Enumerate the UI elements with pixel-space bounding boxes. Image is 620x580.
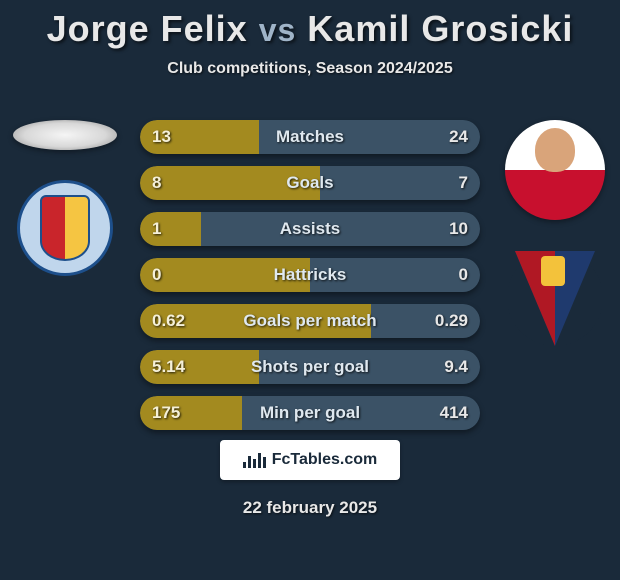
stat-row: 110Assists <box>140 212 480 246</box>
stat-label: Assists <box>140 212 480 246</box>
stat-label: Hattricks <box>140 258 480 292</box>
left-player-column <box>10 120 120 276</box>
stat-label: Goals <box>140 166 480 200</box>
stat-label: Matches <box>140 120 480 154</box>
stat-label: Min per goal <box>140 396 480 430</box>
player1-name: Jorge Felix <box>47 8 248 49</box>
stats-bars: 1324Matches 87Goals 110Assists 00Hattricks 0… <box>140 120 480 442</box>
vs-label: vs <box>259 12 297 48</box>
stat-row: 1324Matches <box>140 120 480 154</box>
stat-row: 00Hattricks <box>140 258 480 292</box>
subtitle: Club competitions, Season 2024/2025 <box>0 60 620 78</box>
player2-name: Kamil Grosicki <box>307 8 573 49</box>
fctables-logo: FcTables.com <box>220 440 400 480</box>
brand-text: FcTables.com <box>272 451 378 469</box>
stat-row: 0.620.29Goals per match <box>140 304 480 338</box>
stat-label: Shots per goal <box>140 350 480 384</box>
footer-date: 22 february 2025 <box>0 498 620 518</box>
stat-row: 175414Min per goal <box>140 396 480 430</box>
right-player-column <box>500 120 610 346</box>
stat-label: Goals per match <box>140 304 480 338</box>
bars-icon <box>243 453 266 468</box>
player2-club-logo <box>507 250 603 346</box>
stat-row: 5.149.4Shots per goal <box>140 350 480 384</box>
player2-avatar <box>505 120 605 220</box>
stat-row: 87Goals <box>140 166 480 200</box>
comparison-title: Jorge Felix vs Kamil Grosicki <box>0 0 620 50</box>
player1-avatar <box>13 120 117 150</box>
player1-club-logo <box>17 180 113 276</box>
